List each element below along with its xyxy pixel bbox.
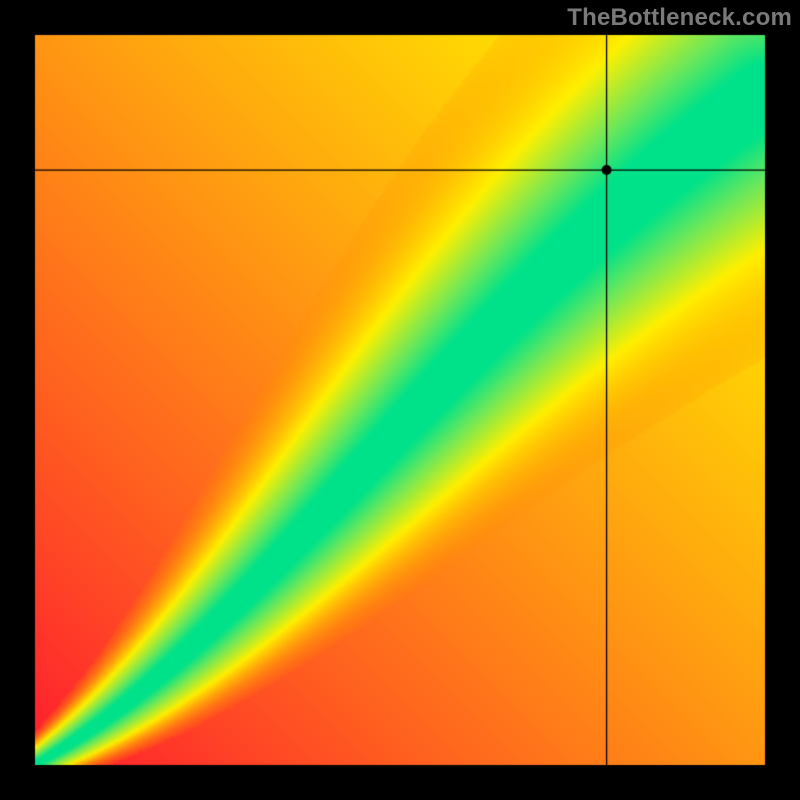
crosshair-overlay [0, 0, 800, 800]
chart-container: TheBottleneck.com [0, 0, 800, 800]
watermark-text: TheBottleneck.com [567, 4, 792, 32]
